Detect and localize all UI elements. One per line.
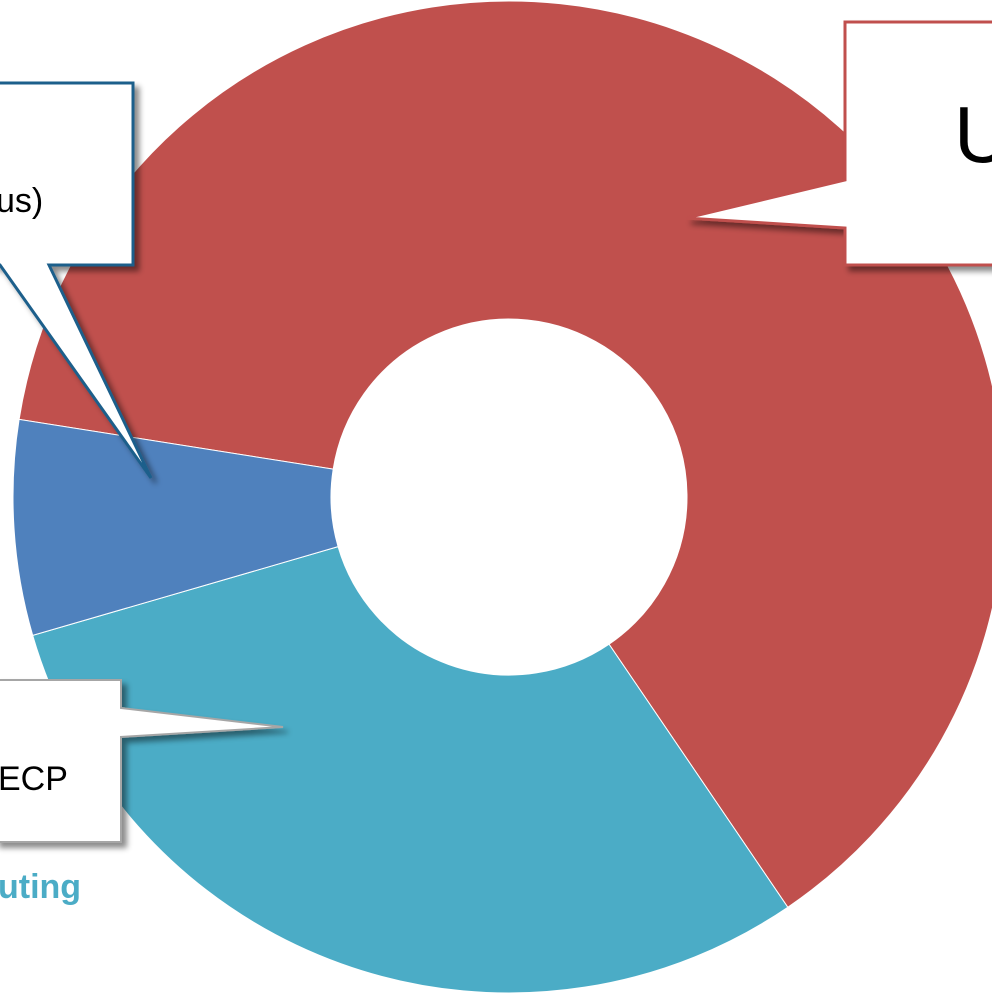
callout-box-top-right: [685, 20, 992, 267]
callout-label-top-left: us): [0, 182, 44, 220]
callout-label-bottom-left: ECP: [0, 760, 68, 798]
callout-label-top-right: U: [954, 90, 992, 179]
callout-box-top-left: [0, 81, 153, 479]
donut-slice-1: [18, 0, 992, 908]
callout-box-bottom-left: [0, 679, 284, 843]
donut-slice-3: [12, 418, 339, 636]
caption-text: uting: [0, 868, 82, 906]
